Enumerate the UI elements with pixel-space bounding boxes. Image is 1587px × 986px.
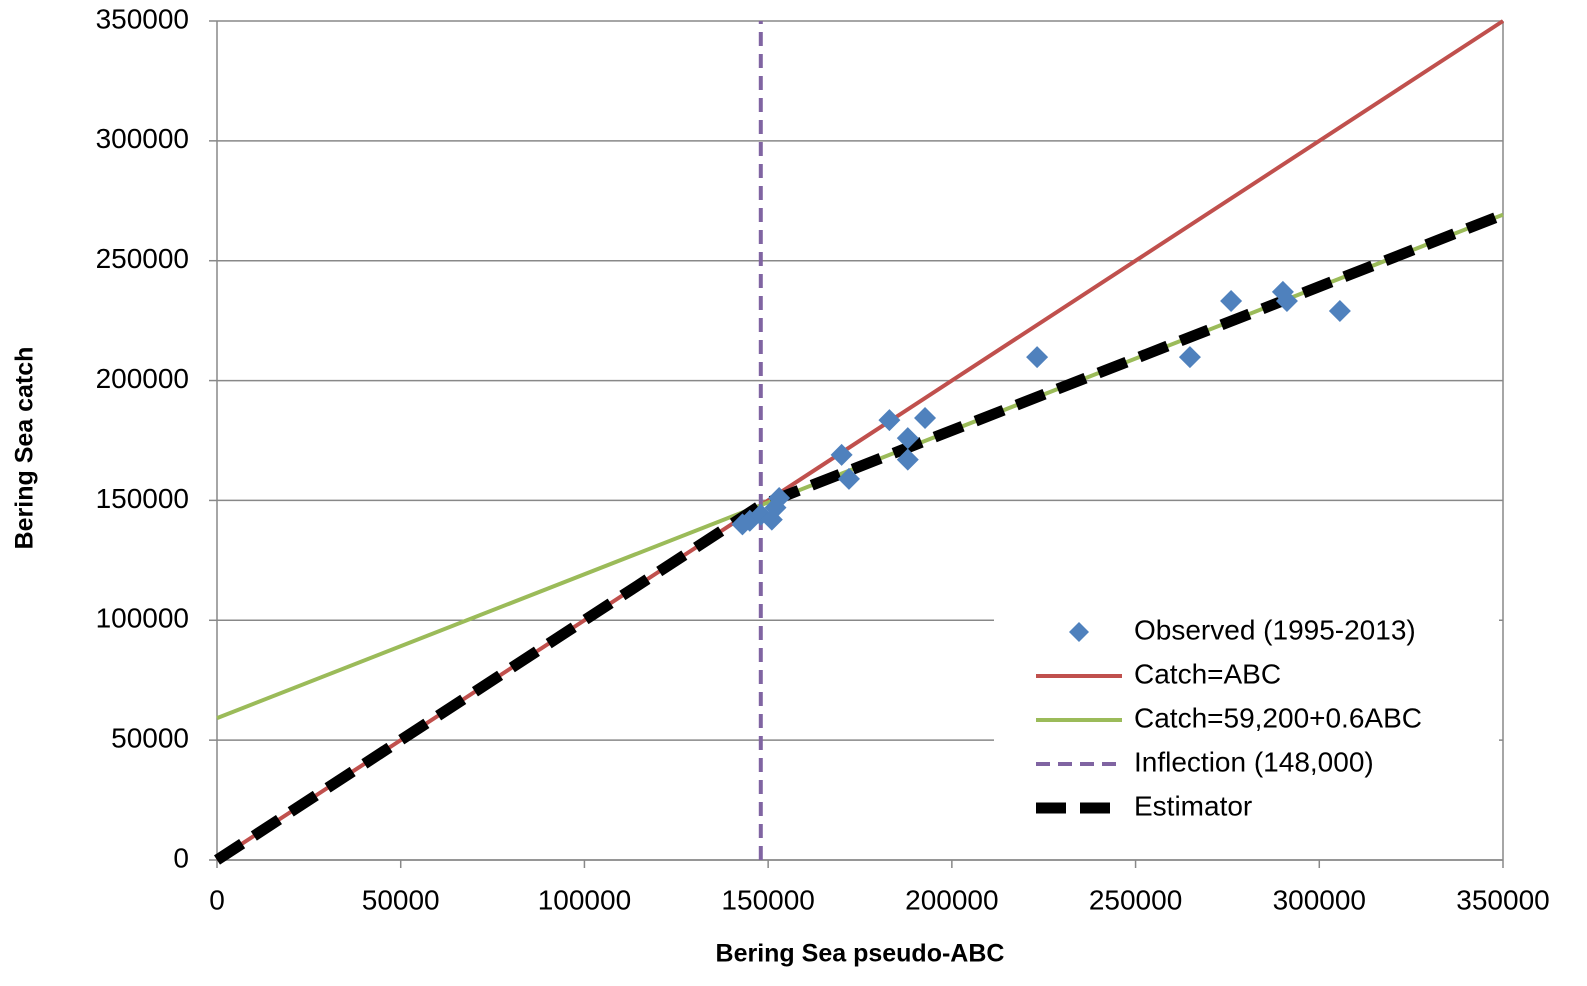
data-point xyxy=(1178,346,1201,369)
y-axis-label: Bering Sea catch xyxy=(11,347,39,550)
data-point xyxy=(878,409,901,432)
x-tick-label: 350000 xyxy=(1456,884,1549,915)
legend-label: Estimator xyxy=(1134,790,1252,821)
x-tick-label: 200000 xyxy=(905,884,998,915)
y-tick-label: 250000 xyxy=(96,243,189,274)
data-point xyxy=(1275,289,1298,312)
data-point xyxy=(896,448,919,471)
data-point xyxy=(837,467,860,490)
data-point xyxy=(830,443,853,466)
data-point xyxy=(1328,300,1351,323)
series-line xyxy=(215,19,1505,862)
legend-symbol xyxy=(1069,622,1089,642)
y-tick-label: 200000 xyxy=(96,363,189,394)
y-tick-label: 350000 xyxy=(96,3,189,34)
x-axis-label: Bering Sea pseudo-ABC xyxy=(716,940,1005,968)
y-tick-label: 300000 xyxy=(96,123,189,154)
y-tick-label: 0 xyxy=(173,842,189,873)
x-tick-label: 250000 xyxy=(1089,884,1182,915)
x-tick-label: 50000 xyxy=(362,884,440,915)
legend: Observed (1995-2013) Catch=ABC Catch=59,20… xyxy=(994,608,1499,842)
data-point xyxy=(768,487,791,510)
data-point xyxy=(738,509,761,532)
x-tick-label: 100000 xyxy=(538,884,631,915)
data-point xyxy=(1220,289,1243,312)
data-point xyxy=(896,427,919,450)
x-tick-label: 150000 xyxy=(721,884,814,915)
legend-label: Observed (1995-2013) xyxy=(1134,614,1416,645)
y-tick-label: 100000 xyxy=(96,603,189,634)
data-point xyxy=(1026,346,1049,369)
legend-label: Catch=59,200+0.6ABC xyxy=(1134,702,1422,733)
legend-label: Catch=ABC xyxy=(1134,658,1281,689)
x-tick-label: 300000 xyxy=(1273,884,1366,915)
legend-box xyxy=(994,608,1499,842)
data-point xyxy=(914,406,937,429)
y-tick-label: 50000 xyxy=(111,723,189,754)
legend-label: Inflection (148,000) xyxy=(1134,746,1374,777)
y-tick-label: 150000 xyxy=(96,483,189,514)
x-tick-label: 0 xyxy=(209,884,225,915)
